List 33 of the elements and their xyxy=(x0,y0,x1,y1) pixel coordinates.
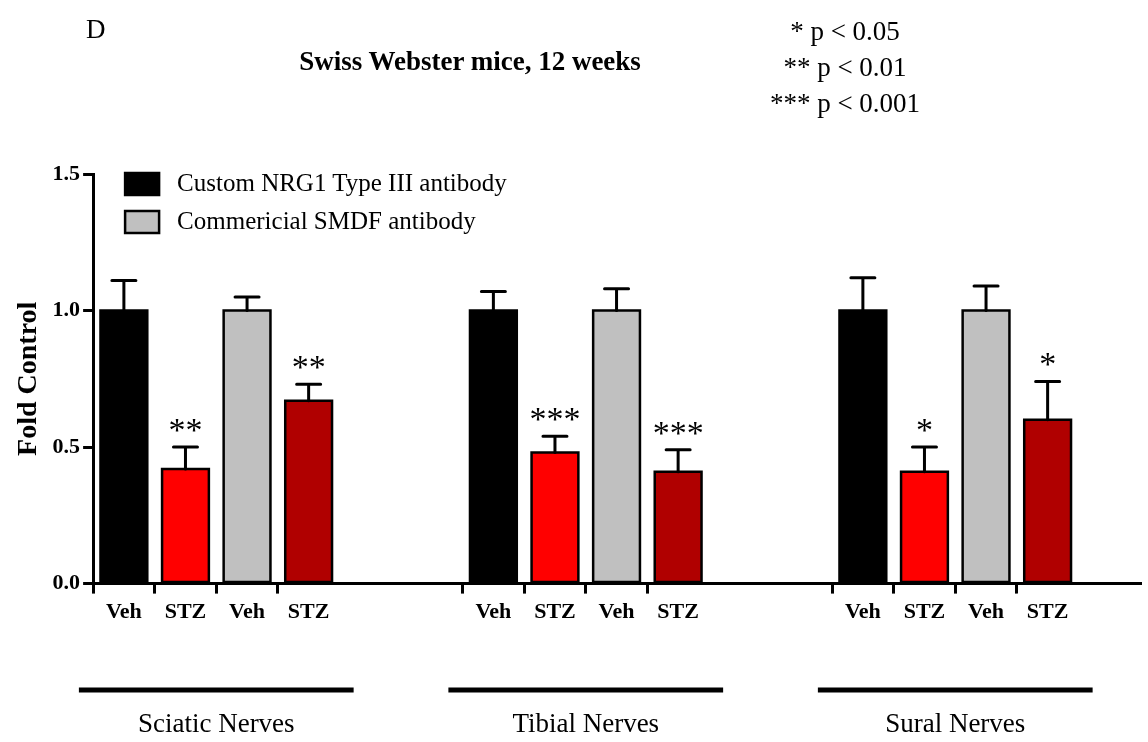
data-label: ** xyxy=(291,348,326,386)
x-tick-label: STZ xyxy=(1026,598,1069,624)
x-tick-label: STZ xyxy=(534,598,576,624)
data-label: *** xyxy=(529,400,581,438)
data-label: * xyxy=(915,410,933,448)
legend-label: Custom NRG1 Type III antibody xyxy=(177,168,508,196)
data-label: *** xyxy=(652,413,704,451)
chart-title: Swiss Webster mice, 12 weeks xyxy=(299,46,641,76)
x-tick-label: Veh xyxy=(598,598,635,624)
text: ** p < 0.01 xyxy=(783,52,907,82)
y-tick-label: 0.5 xyxy=(52,432,81,458)
x-tick-label: STZ xyxy=(657,598,699,624)
y-tick-label: 1.0 xyxy=(52,296,81,322)
y-tick-label: 1.5 xyxy=(52,159,81,185)
x-tick-label: Veh xyxy=(844,598,881,624)
text: Sural Nerves xyxy=(885,708,1026,738)
text: Sciatic Nerves xyxy=(137,708,295,738)
x-tick-label: STZ xyxy=(164,598,207,624)
x-tick-label: STZ xyxy=(903,598,946,624)
text: *** p < 0.001 xyxy=(769,88,921,118)
legend-label: Commericial SMDF antibody xyxy=(177,206,477,234)
x-tick-label: Veh xyxy=(968,598,1004,624)
text: Tibial Nerves xyxy=(512,708,660,738)
x-tick-label: Veh xyxy=(229,598,265,624)
y-tick-label: 0.0 xyxy=(52,569,81,595)
text: D xyxy=(86,14,106,44)
data-label: * xyxy=(1039,345,1057,383)
data-label: ** xyxy=(168,410,203,448)
y-axis-title: Fold Control xyxy=(11,301,43,456)
x-tick-label: Veh xyxy=(475,598,512,624)
x-tick-label: STZ xyxy=(287,598,330,624)
text: * p < 0.05 xyxy=(790,16,900,46)
x-tick-label: Veh xyxy=(105,598,142,624)
